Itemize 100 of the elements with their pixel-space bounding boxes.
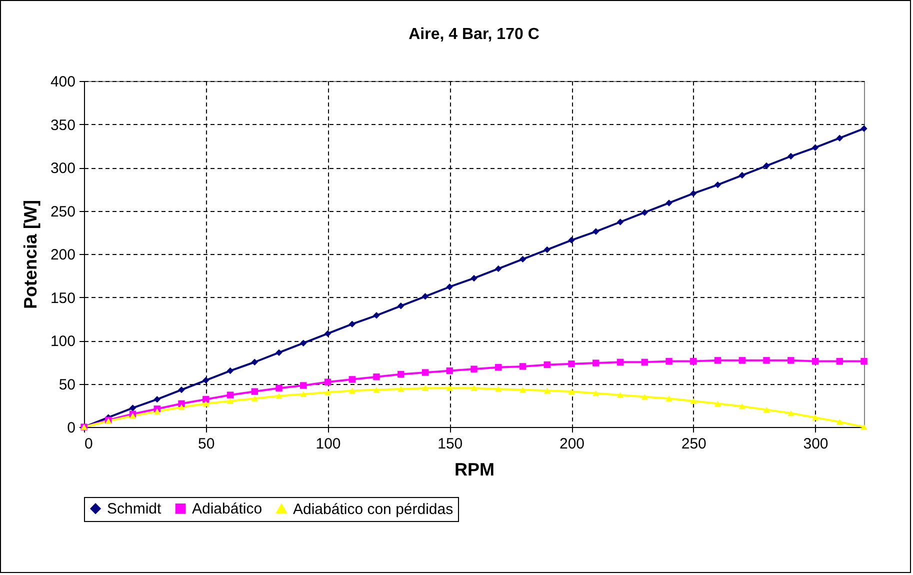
point (202, 400, 210, 407)
x-tick-label: 300 (803, 436, 828, 452)
y-tick-label: 300 (50, 160, 76, 177)
point (470, 366, 478, 372)
point (592, 360, 600, 366)
point (641, 394, 648, 400)
point (348, 320, 356, 328)
legend-label: Schmidt (107, 500, 162, 518)
point (251, 396, 258, 402)
point (398, 302, 404, 310)
point (178, 400, 185, 407)
point (836, 418, 843, 425)
point (836, 358, 843, 365)
point (568, 236, 575, 244)
point (226, 392, 234, 398)
point (324, 378, 332, 386)
point (251, 388, 258, 395)
point (470, 385, 478, 391)
point (568, 360, 575, 368)
point (324, 389, 332, 396)
legend-label: Adiabático con pérdidas (293, 500, 454, 518)
x-tick-label: 200 (559, 436, 585, 452)
point (690, 358, 697, 365)
point (616, 358, 624, 366)
y-tick-label: 400 (50, 74, 76, 90)
point (446, 367, 453, 374)
point (470, 274, 478, 282)
x-axis-title: RPM (454, 460, 494, 480)
point (276, 392, 282, 399)
point (666, 200, 672, 206)
point (178, 386, 185, 394)
point (495, 386, 502, 392)
x-tick-label: 150 (438, 436, 463, 452)
point (519, 363, 526, 370)
x-tick-label: 50 (198, 436, 215, 452)
point (324, 330, 332, 337)
chart-title: Aire, 4 Bar, 170 C (408, 26, 540, 43)
point (251, 358, 258, 366)
point (812, 358, 819, 365)
point (714, 181, 722, 188)
point (641, 358, 648, 366)
y-tick-label: 150 (50, 290, 76, 307)
point (300, 340, 307, 346)
point (178, 404, 185, 410)
point (544, 246, 550, 254)
point (690, 190, 697, 197)
point (348, 376, 356, 383)
point (860, 424, 868, 430)
point (568, 388, 575, 394)
point (519, 386, 526, 393)
point (544, 388, 550, 394)
point (763, 406, 770, 413)
point (690, 398, 697, 404)
point (202, 376, 210, 384)
point (519, 256, 526, 263)
y-axis-title: Potencia [W] (20, 200, 40, 310)
point (373, 373, 380, 380)
point (398, 386, 404, 392)
point (226, 367, 234, 374)
point (226, 398, 234, 404)
point (616, 392, 624, 398)
x-tick-label: 0 (84, 436, 93, 452)
point (763, 162, 770, 170)
point (373, 312, 380, 319)
point (446, 284, 453, 290)
point (788, 410, 794, 416)
point (422, 293, 429, 300)
y-tick-label: 350 (50, 116, 76, 134)
point (495, 364, 502, 371)
point (129, 404, 136, 412)
point (348, 388, 356, 394)
x-tick-label: 100 (316, 436, 341, 452)
point (495, 265, 502, 272)
point (738, 172, 746, 179)
point (738, 357, 746, 364)
point (738, 403, 746, 410)
y-tick-label: 100 (50, 333, 76, 350)
point (666, 396, 672, 402)
y-tick-label: 200 (50, 246, 76, 264)
point (836, 134, 843, 142)
point (300, 382, 307, 389)
point (666, 358, 672, 365)
point (154, 396, 160, 403)
point (714, 400, 722, 407)
point (788, 152, 794, 160)
legend-label: Adiabático (192, 500, 262, 518)
point (812, 144, 819, 151)
y-tick-label: 250 (50, 203, 76, 220)
point (788, 357, 794, 364)
point (202, 396, 210, 403)
point (714, 357, 722, 364)
point (860, 125, 868, 132)
point (860, 358, 868, 365)
point (373, 386, 380, 393)
y-tick-label: 50 (58, 376, 76, 394)
point (300, 391, 307, 398)
point (276, 384, 282, 392)
point (154, 408, 160, 414)
point (641, 209, 648, 216)
point (422, 385, 429, 391)
